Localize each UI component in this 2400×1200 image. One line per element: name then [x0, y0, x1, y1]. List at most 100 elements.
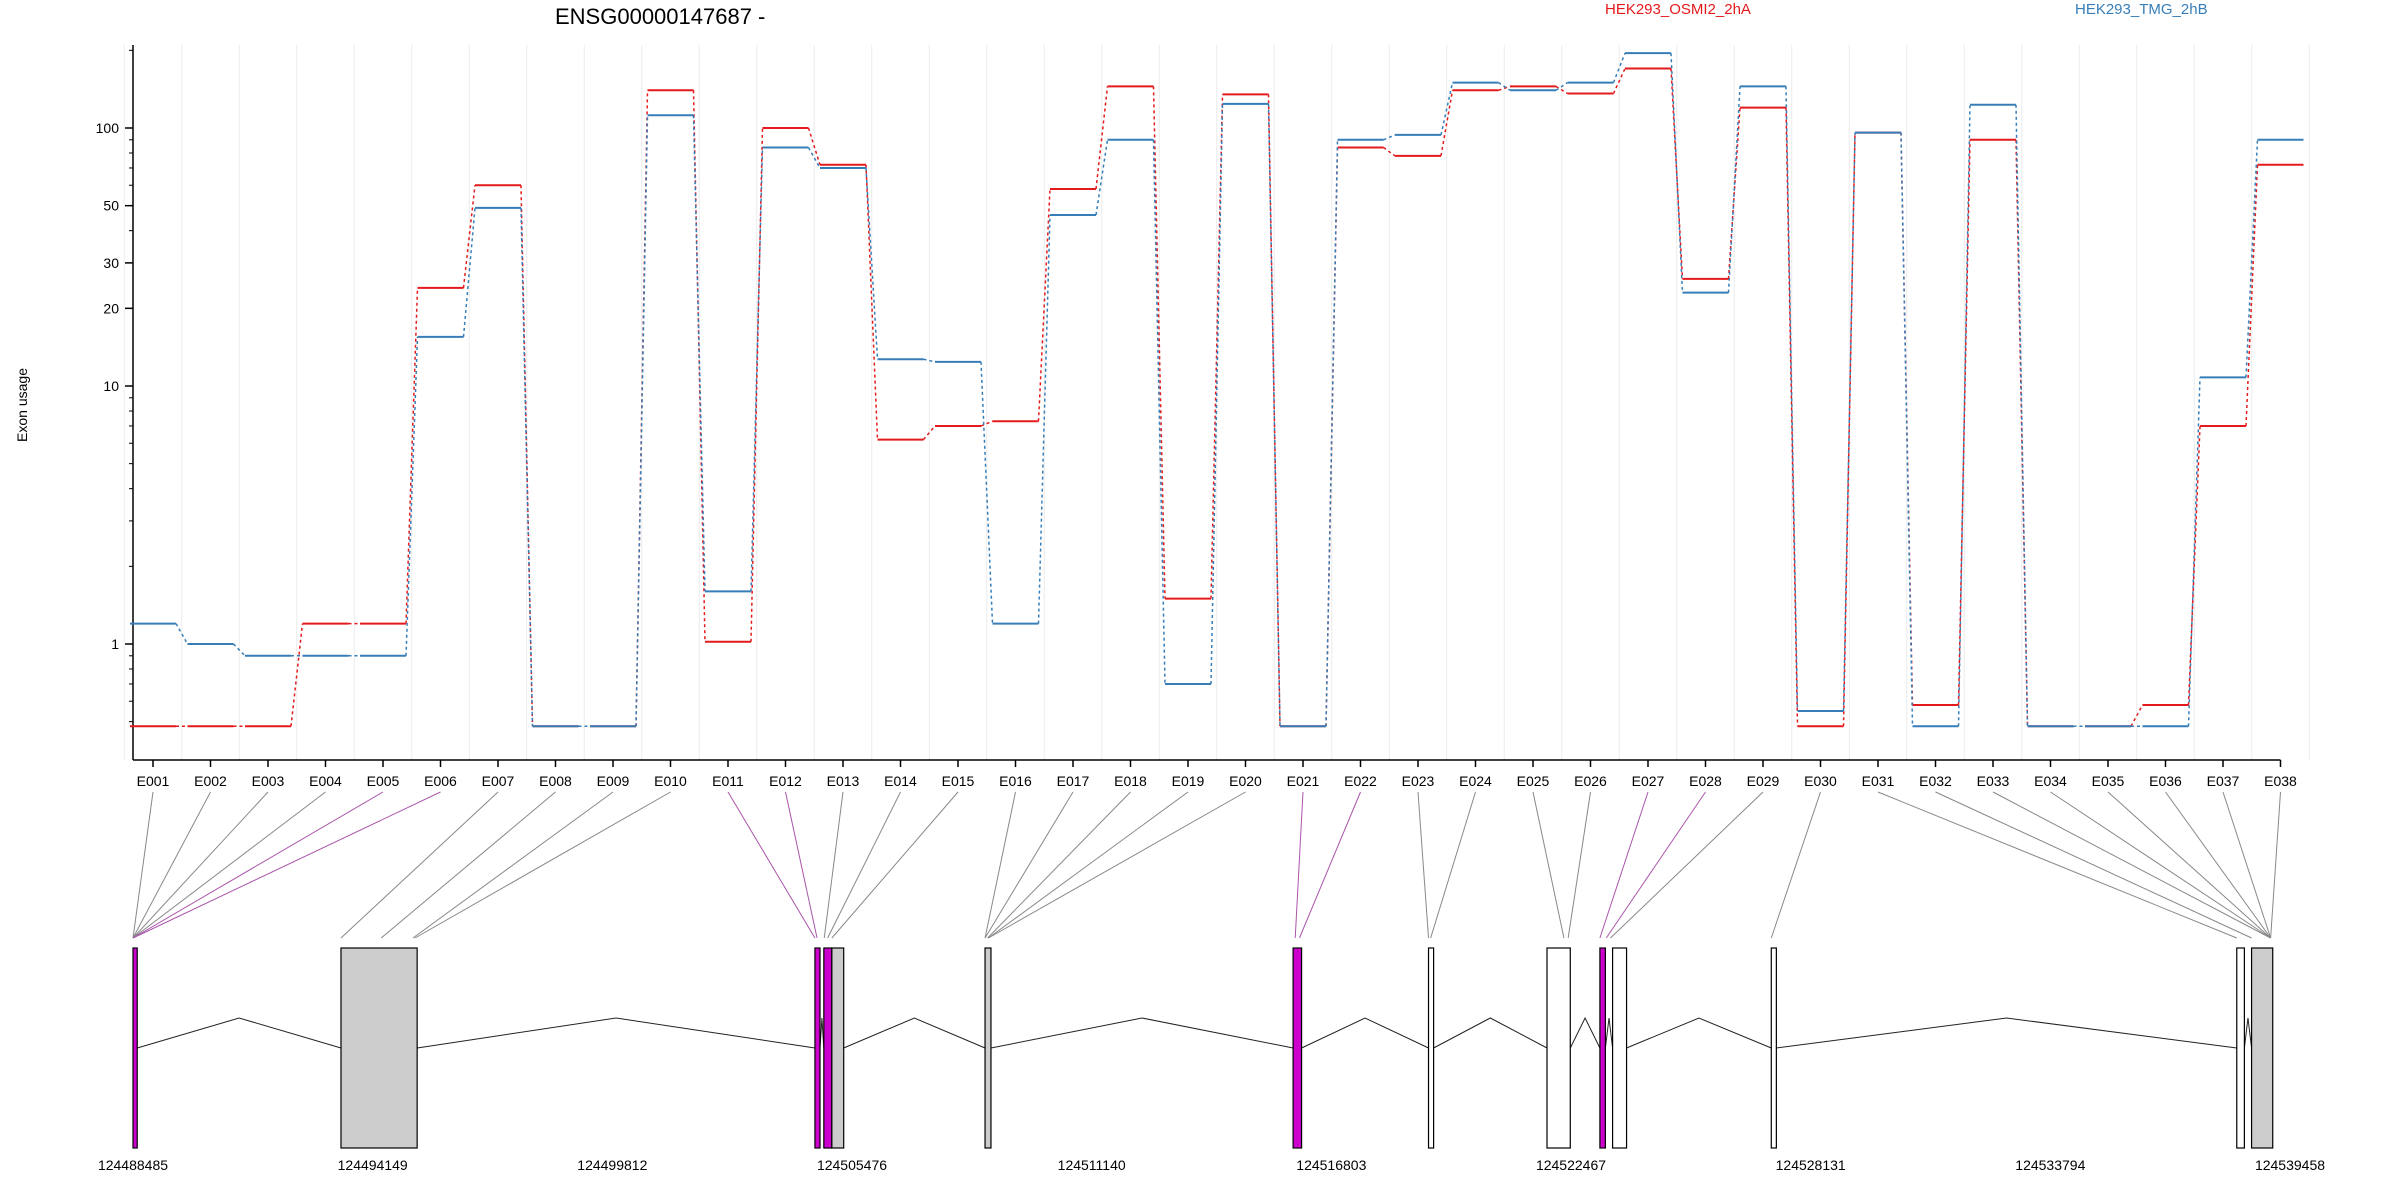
genomic-coordinate-label: 124505476: [817, 1157, 887, 1173]
series-connector: [1785, 86, 1799, 712]
exon-link-line: [827, 791, 901, 939]
transcript-exon-block: [340, 947, 418, 1149]
series-connector: [2245, 139, 2259, 378]
transcript-exon-block: [814, 947, 821, 1149]
exon-link-line: [785, 791, 818, 939]
series-connector: [922, 425, 936, 441]
series-connector: [1210, 103, 1224, 684]
series-connector: [750, 147, 764, 592]
series-connector: [750, 127, 764, 642]
exon-link-line: [987, 791, 1131, 939]
x-tick-label: E036: [2149, 773, 2182, 789]
series-connector: [2187, 425, 2201, 706]
intron-line: [1604, 1017, 1614, 1049]
series-connector: [865, 164, 879, 440]
series-connector: [1670, 53, 1684, 293]
genomic-coordinate-labels: 124488485 124494149 124499812 124505476 1245…: [98, 1157, 2325, 1173]
exon-link-line: [2270, 791, 2281, 939]
exon-link-line: [1430, 791, 1476, 939]
exon-link-line: [132, 791, 269, 939]
x-tick-label: E005: [367, 773, 400, 789]
series-connector: [2245, 164, 2259, 426]
series-connector: [1440, 82, 1454, 136]
exon-link-line: [132, 791, 384, 939]
transcript-exon-block: [984, 947, 992, 1149]
exon-link-line: [1532, 791, 1565, 939]
exon-link-line: [1877, 791, 2237, 939]
exon-link-line: [727, 791, 816, 939]
exon-link-line: [380, 791, 556, 939]
exon-link-line: [2107, 791, 2271, 939]
series-connector: [807, 127, 821, 166]
exon-link-line: [1935, 791, 2252, 939]
series-connector: [1612, 52, 1626, 83]
exon-link-line: [1610, 791, 1764, 939]
intron-line: [819, 1017, 825, 1049]
series-connector: [807, 147, 821, 169]
x-tick-label: E009: [597, 773, 630, 789]
genomic-coordinate-label: 124511140: [1058, 1157, 1126, 1173]
series-connector: [980, 420, 993, 427]
series-connector: [1095, 86, 1109, 190]
series-connector: [520, 207, 534, 727]
series-connector: [1037, 214, 1051, 624]
axes: 1 10 20 30 50 100: [96, 45, 2282, 767]
exon-link-line: [132, 791, 211, 939]
exon-link-line: [1770, 791, 1821, 939]
series-connector: [1325, 139, 1339, 727]
series-connector: [1152, 139, 1166, 684]
exon-link-line: [823, 791, 844, 939]
series-connector: [1555, 81, 1568, 91]
x-tick-label: E013: [827, 773, 860, 789]
exon-link-line: [414, 791, 671, 939]
y-tick-label: 50: [103, 198, 119, 214]
exon-link-line: [2165, 791, 2272, 939]
x-tick-label: E027: [1632, 773, 1665, 789]
genomic-coordinate-label: 124533794: [2015, 1157, 2085, 1173]
transcript-exon-block: [132, 947, 138, 1149]
x-tick-label: E037: [2207, 773, 2240, 789]
series-connector: [1498, 85, 1511, 92]
exon-link-line: [988, 791, 1246, 939]
exon-link-line: [2050, 791, 2271, 939]
exon-link-line: [988, 791, 1189, 939]
series-connector: [865, 167, 879, 360]
exon-link-line: [412, 791, 614, 939]
series-2: [130, 52, 2304, 728]
x-tick-labels: E001 E002 E003 E004 E005 E006 E007 E008 E009 E010…: [137, 773, 2297, 789]
exon-link-line: [132, 791, 154, 939]
x-tick-label: E003: [252, 773, 285, 789]
exon-link-line: [1294, 791, 1304, 939]
series-connector: [1152, 86, 1166, 599]
exon-link-lines: [132, 791, 2281, 939]
intron-line: [137, 1017, 342, 1049]
x-tick-label: E018: [1114, 773, 1147, 789]
genomic-coordinate-label: 124528131: [1776, 1157, 1846, 1173]
x-tick-label: E035: [2092, 773, 2125, 789]
legend-label-series-2: HEK293_TMG_2hB: [2075, 1, 2208, 18]
x-tick-label: E004: [309, 773, 342, 789]
x-tick-label: E031: [1862, 773, 1895, 789]
series-connector: [1727, 107, 1741, 279]
vertical-grid: [123, 45, 2310, 760]
x-tick-label: E029: [1747, 773, 1780, 789]
y-tick-label: 20: [103, 300, 119, 316]
intron-line: [990, 1017, 1294, 1049]
exon-link-line: [1599, 791, 1649, 939]
y-tick-label: 10: [103, 378, 119, 394]
x-tick-label: E028: [1689, 773, 1722, 789]
legend-label-series-1: HEK293_OSMI2_2hA: [1605, 1, 1751, 18]
intron-line: [1301, 1017, 1429, 1049]
transcript-exon-block: [1611, 947, 1628, 1149]
x-tick-label: E010: [654, 773, 687, 789]
x-tick-label: E019: [1172, 773, 1205, 789]
series-connector: [2130, 704, 2144, 727]
genomic-coordinate-label: 124522467: [1536, 1157, 1606, 1173]
series-connector: [462, 185, 476, 288]
series-connector: [1957, 139, 1971, 706]
y-tick-label: 30: [103, 255, 119, 271]
exon-link-line: [340, 791, 499, 939]
series-connector: [2187, 377, 2201, 727]
series-connector: [1498, 81, 1511, 91]
